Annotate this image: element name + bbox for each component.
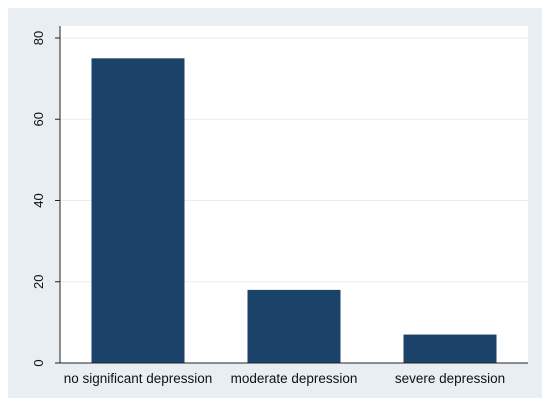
bar-no-significant-depression xyxy=(91,58,185,363)
bar-moderate-depression xyxy=(247,289,341,363)
bar-severe-depression xyxy=(403,334,497,363)
y-tick-label-0: 0 xyxy=(31,359,46,366)
y-tick-label-80: 80 xyxy=(31,31,46,45)
x-axis-category-labels: no significant depression moderate depres… xyxy=(64,371,505,386)
y-tick-label-40: 40 xyxy=(31,193,46,207)
y-tick-label-60: 60 xyxy=(31,112,46,126)
x-tick-label-no-significant-depression: no significant depression xyxy=(64,371,213,386)
axes xyxy=(59,26,528,364)
y-axis-ticks: 0 20 40 60 80 xyxy=(31,31,60,367)
x-tick-label-severe-depression: severe depression xyxy=(395,371,505,386)
bars xyxy=(91,58,497,363)
y-tick-label-20: 20 xyxy=(31,275,46,289)
x-tick-label-moderate-depression: moderate depression xyxy=(231,371,358,386)
